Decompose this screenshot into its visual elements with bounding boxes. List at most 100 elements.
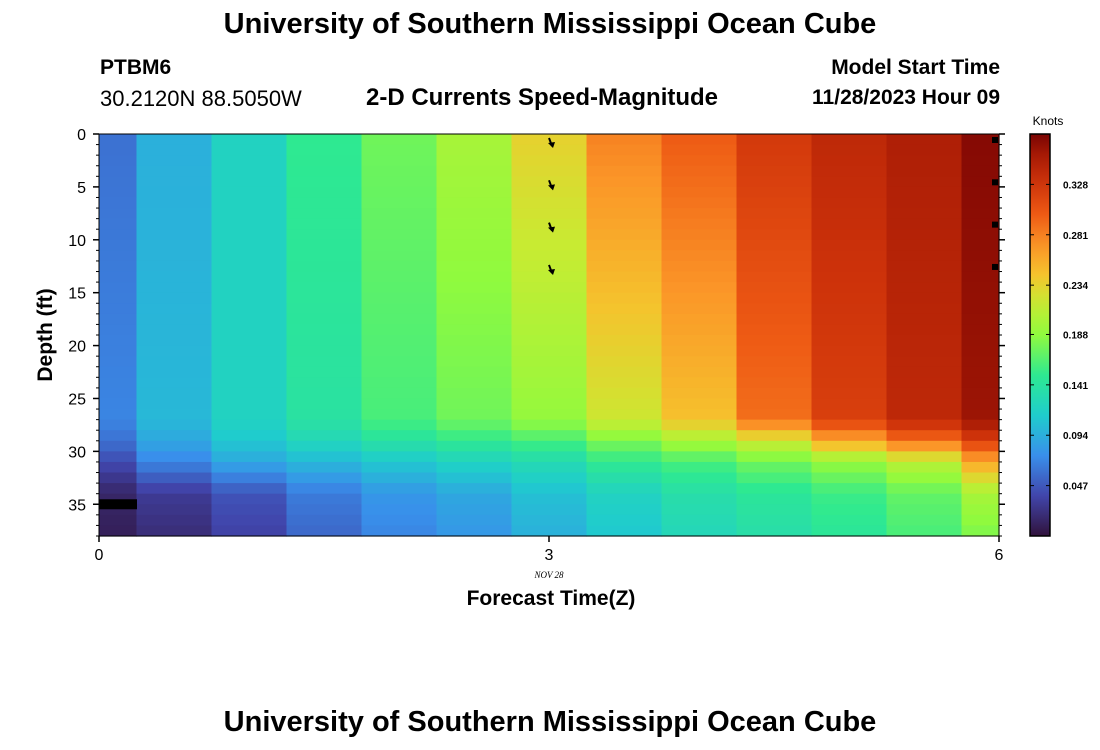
heatmap-cell [811,366,888,378]
heatmap-cell [99,250,138,262]
heatmap-cell [136,387,213,400]
heatmap-cell [886,144,963,156]
heatmap-cell [361,144,438,156]
y-tick-label: 5 [77,180,86,197]
heatmap-cell [961,176,1000,188]
current-vector-arrow [992,137,998,143]
heatmap-cell [886,239,963,251]
heatmap-cell [811,387,888,400]
heatmap-cell [436,239,513,251]
heatmap-cell [736,260,813,273]
heatmap-cell [661,377,738,389]
heatmap-cell [136,461,213,474]
heatmap-cell [436,165,513,177]
heatmap-cell [961,366,1000,378]
colorbar-tick-label: 0.328 [1063,180,1088,191]
heatmap-cell [511,430,588,442]
heatmap-cell [361,419,438,431]
heatmap-cell [436,218,513,230]
heatmap-cell [886,461,963,474]
current-vector-arrow [992,263,998,270]
heatmap-cell [211,197,288,209]
heatmap-cell [511,366,588,378]
heatmap-cell [661,483,738,495]
bottom-marker [99,499,137,510]
heatmap-cell [286,303,363,315]
heatmap-cell [211,324,288,336]
heatmap-cell [511,313,588,326]
heatmap-cell [961,335,1000,347]
heatmap-cell [811,208,888,220]
heatmap-cell [436,197,513,209]
heatmap-cell [436,176,513,188]
heatmap-cell [361,208,438,220]
heatmap-cell [286,292,363,304]
heatmap-cell [361,472,438,484]
heatmap-cell [361,165,438,177]
heatmap-cell [361,377,438,389]
heatmap-cell [961,218,1000,230]
heatmap-cell [886,134,963,146]
heatmap-cell [361,451,438,463]
heatmap-cell [286,504,363,516]
heatmap-cell [661,208,738,220]
heatmap-cell [436,134,513,146]
heatmap-cell [136,504,213,516]
heatmap-cell [586,229,663,241]
heatmap-cell [586,356,663,368]
heatmap-cell [736,493,813,505]
heatmap-cell [436,461,513,474]
heatmap-cell [661,356,738,368]
heatmap-cell [661,472,738,484]
heatmap-cell [99,409,138,421]
heatmap-cell [886,250,963,262]
heatmap-cell [661,419,738,431]
heatmap-cell [99,514,138,527]
heatmap-cell [361,409,438,421]
heatmap-cell [586,197,663,209]
heatmap-cell [736,356,813,368]
heatmap-cell [436,292,513,304]
heatmap-cell [361,324,438,336]
colorbar-tick-label: 0.234 [1063,281,1088,292]
heatmap-cell [511,271,588,283]
heatmap-cell [99,303,138,315]
heatmap-cell [99,144,138,156]
heatmap-cell [811,345,888,357]
heatmap-cell [736,472,813,484]
heatmap-cell [811,144,888,156]
heatmap-cell [586,387,663,400]
heatmap-cell [136,366,213,378]
heatmap-cells [99,134,1000,537]
heatmap-cell [736,155,813,167]
heatmap-cell [286,525,363,537]
heatmap-cell [586,398,663,410]
heatmap-cell [736,218,813,230]
heatmap-cell [99,155,138,167]
heatmap-cell [361,155,438,167]
heatmap-cell [886,345,963,357]
heatmap-cell [99,483,138,495]
heatmap-cell [211,419,288,431]
heatmap-cell [286,345,363,357]
heatmap-cell [286,377,363,389]
heatmap-cell [961,282,1000,294]
heatmap-cell [361,493,438,505]
heatmap-cell [436,282,513,294]
heatmap-cell [99,186,138,199]
heatmap-cell [886,197,963,209]
heatmap-cell [361,239,438,251]
heatmap-cell [286,144,363,156]
heatmap-cell [511,451,588,463]
heatmap-cell [811,186,888,199]
heatmap-cell [586,493,663,505]
heatmap-cell [586,335,663,347]
x-axis-label: Forecast Time(Z) [467,587,636,610]
heatmap-cell [511,229,588,241]
heatmap-cell [99,461,138,474]
heatmap-cell [661,250,738,262]
heatmap-cell [511,335,588,347]
heatmap-cell [211,271,288,283]
heatmap-cell [511,472,588,484]
heatmap-cell [211,483,288,495]
